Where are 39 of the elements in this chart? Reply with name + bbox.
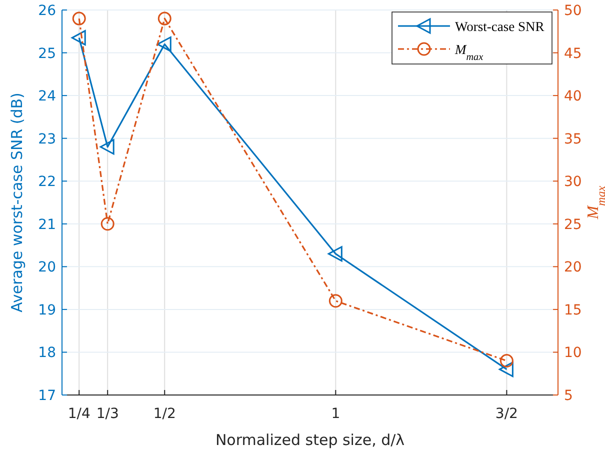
point bbox=[100, 217, 114, 231]
x-tick-label: 1 bbox=[331, 406, 340, 422]
y2-tick-label: 40 bbox=[564, 88, 582, 105]
y-tick-label: 26 bbox=[38, 3, 56, 19]
legend-label: M$_{max}$ bbox=[454, 42, 484, 62]
y2-tick-label: 30 bbox=[564, 174, 582, 190]
y-axis-title: Average worst-case SNR (dB) bbox=[8, 92, 26, 312]
y2-tick-label: 35 bbox=[564, 131, 582, 148]
y-tick-label: 17 bbox=[38, 388, 56, 404]
y2-tick-label: 10 bbox=[564, 345, 582, 362]
point bbox=[500, 354, 514, 368]
y2-tick-label: 5 bbox=[564, 388, 573, 404]
point bbox=[72, 12, 86, 26]
point bbox=[328, 246, 342, 262]
y-tick-label: 21 bbox=[38, 216, 56, 233]
point bbox=[156, 36, 172, 52]
y-tick-label: 25 bbox=[38, 46, 56, 62]
point bbox=[71, 30, 86, 46]
x-tick-label: 1/4 bbox=[68, 406, 90, 422]
y-tick-label: 24 bbox=[38, 88, 56, 105]
y-tick-label: 23 bbox=[38, 131, 56, 148]
point bbox=[100, 139, 114, 155]
x-tick-label: 1/3 bbox=[96, 406, 119, 422]
y-tick-label: 18 bbox=[38, 345, 56, 362]
y2-tick-label: 15 bbox=[564, 302, 582, 318]
y-tick-label: 22 bbox=[38, 174, 56, 190]
point bbox=[498, 362, 514, 378]
y-tick-label: 20 bbox=[38, 260, 56, 276]
x-axis-title: Normalized step size, d/λ bbox=[215, 431, 405, 449]
point bbox=[158, 12, 172, 26]
y2-tick-label: 45 bbox=[564, 46, 582, 62]
y2-tick-label: 25 bbox=[564, 216, 582, 233]
legend-label: Worst-case SNR bbox=[455, 19, 544, 34]
x-tick-label: 3/2 bbox=[495, 406, 518, 422]
y-tick-label: 19 bbox=[38, 302, 56, 318]
point bbox=[328, 294, 342, 308]
x-tick-label: 1/2 bbox=[153, 406, 176, 422]
y2-tick-label: 50 bbox=[564, 3, 582, 19]
y2-tick-label: 20 bbox=[564, 260, 582, 276]
